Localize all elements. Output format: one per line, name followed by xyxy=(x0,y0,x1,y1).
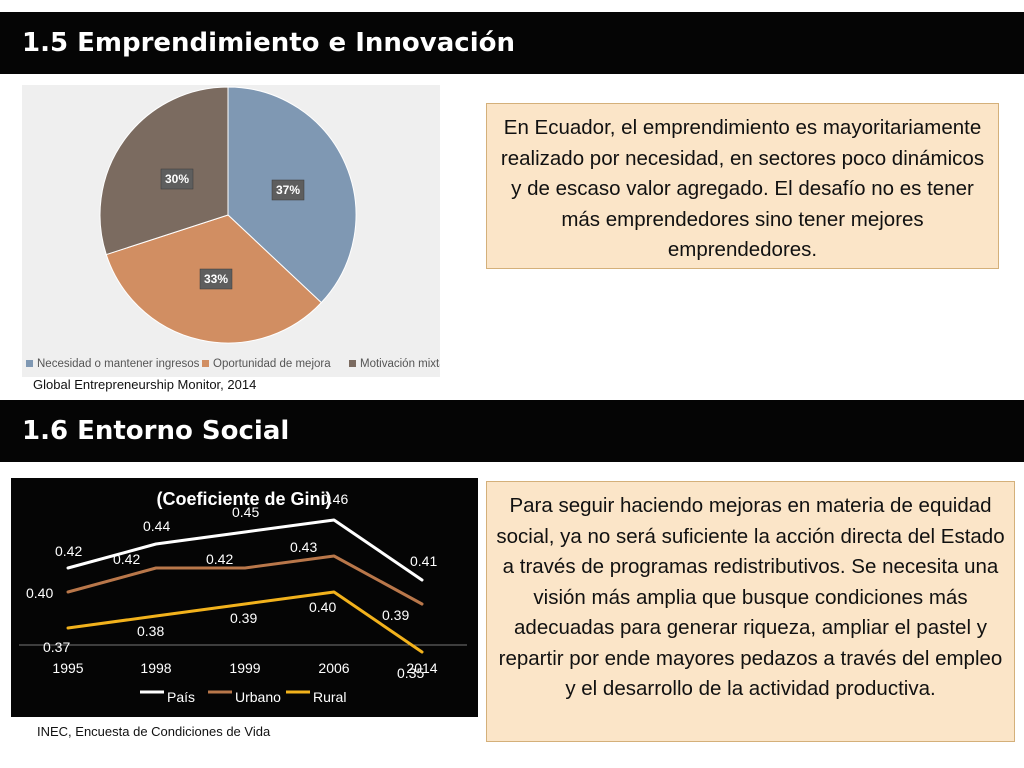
line-chart-background xyxy=(11,478,478,717)
data-label: 0.39 xyxy=(230,610,257,626)
series-line xyxy=(66,590,424,654)
svg-text:Necesidad o mantener ingresos: Necesidad o mantener ingresos xyxy=(37,358,200,370)
section-title: 1.6 Entorno Social xyxy=(22,416,290,446)
pie-legend-item: Oportunidad de mejora xyxy=(202,358,331,370)
x-tick-label: 2014 xyxy=(406,660,437,676)
info-box-emprendimiento: En Ecuador, el emprendimiento es mayorit… xyxy=(486,103,999,269)
series-line xyxy=(66,554,424,606)
svg-text:Oportunidad de mejora: Oportunidad de mejora xyxy=(213,358,331,370)
source-note: INEC, Encuesta de Condiciones de Vida xyxy=(37,724,271,739)
data-label: 0.40 xyxy=(26,585,53,601)
section-title: 1.5 Emprendimiento e Innovación xyxy=(22,28,515,58)
data-label: 0.38 xyxy=(137,623,164,639)
svg-text:Motivación mixta: Motivación mixta xyxy=(360,358,440,370)
data-label: 0.41 xyxy=(410,553,437,569)
gini-line-chart: (Coeficiente de Gini) 0.42 0.44 0.45 0.46 0.4… xyxy=(11,478,478,717)
data-label: 0.46 xyxy=(321,491,348,507)
legend-item: País xyxy=(140,689,195,705)
info-box-entorno-social: Para seguir haciendo mejoras en materia … xyxy=(486,481,1015,742)
pie-legend-item: Necesidad o mantener ingresos xyxy=(26,358,200,370)
svg-text:Urbano: Urbano xyxy=(235,689,281,705)
data-label: 0.37 xyxy=(43,639,70,655)
x-tick-label: 1999 xyxy=(229,660,260,676)
source-note: Global Entrepreneurship Monitor, 2014 xyxy=(33,377,257,392)
svg-text:País: País xyxy=(167,689,195,705)
info-text: En Ecuador, el emprendimiento es mayorit… xyxy=(500,116,985,261)
data-label: 0.42 xyxy=(113,551,140,567)
data-label: 0.42 xyxy=(206,551,233,567)
data-label: 0.35 xyxy=(397,665,424,681)
pie-legend-item: Motivación mixta xyxy=(349,358,440,370)
pie-data-label: 33% xyxy=(199,268,233,290)
svg-text:30%: 30% xyxy=(165,172,189,186)
section-header-entorno-social: 1.6 Entorno Social xyxy=(0,400,1024,462)
svg-text:33%: 33% xyxy=(204,272,228,286)
series-line xyxy=(66,518,424,582)
svg-text:37%: 37% xyxy=(276,183,300,197)
legend-item: Urbano xyxy=(208,689,281,705)
data-label: 0.44 xyxy=(143,518,170,534)
x-tick-label: 2006 xyxy=(318,660,349,676)
data-label: 0.43 xyxy=(290,539,317,555)
x-tick-label: 1998 xyxy=(140,660,171,676)
data-label: 0.42 xyxy=(55,543,82,559)
pie-data-label: 30% xyxy=(160,168,194,190)
data-label: 0.39 xyxy=(382,607,409,623)
chart-title: (Coeficiente de Gini) xyxy=(156,489,331,509)
legend-item: Rural xyxy=(286,689,346,705)
pie-chart: 37% 33% 30% Necesidad o mantener ingresos Op… xyxy=(22,85,440,377)
info-text: Para seguir haciendo mejoras en materia … xyxy=(496,494,1005,700)
x-tick-label: 1995 xyxy=(52,660,83,676)
data-label: 0.40 xyxy=(309,599,336,615)
section-header-emprendimiento: 1.5 Emprendimiento e Innovación xyxy=(0,12,1024,74)
svg-text:Rural: Rural xyxy=(313,689,346,705)
data-label: 0.45 xyxy=(232,504,259,520)
pie-data-label: 37% xyxy=(271,179,305,201)
